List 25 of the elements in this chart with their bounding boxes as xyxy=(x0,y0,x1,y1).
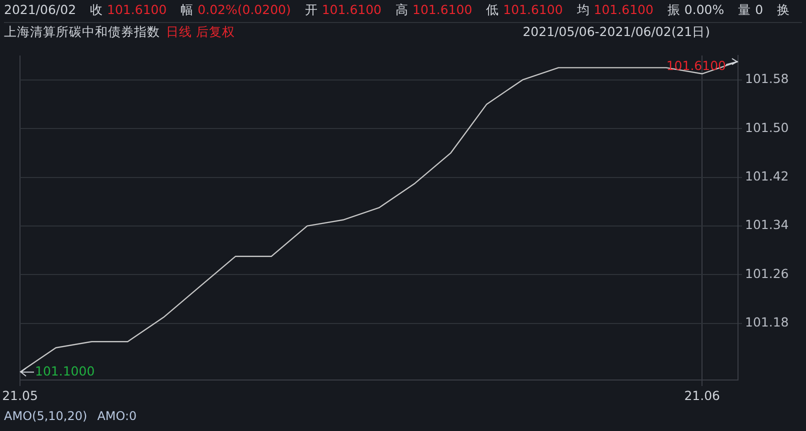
y-tick-label: 101.18 xyxy=(745,314,789,330)
text: 2021/05/06-2021/06/02(21日) xyxy=(522,24,710,41)
y-tick-label: 101.26 xyxy=(745,266,789,281)
text: 低 101.6100 xyxy=(486,2,563,17)
y-tick-label: 101.50 xyxy=(745,120,789,135)
text: 高 101.6100 xyxy=(396,2,472,17)
text: 均 101.6100 xyxy=(576,2,654,17)
annotation: 101.6100 xyxy=(666,58,726,73)
chart-subtitle: 日线 后复权 xyxy=(166,24,235,39)
text: AMO:0 xyxy=(97,409,137,423)
text: 开 101.6100 xyxy=(304,2,382,17)
text: 2021/06/02 xyxy=(4,2,76,17)
chart-title: 上海清算所碳中和债券指数 xyxy=(4,24,160,39)
text: 量 0 xyxy=(738,2,764,17)
y-tick-label: 101.42 xyxy=(745,168,789,184)
y-tick-label: 101.58 xyxy=(745,71,789,86)
text: 收 101.6100 xyxy=(90,2,167,17)
annotation: 101.1000 xyxy=(35,363,95,378)
x-tick-label: 21.05 xyxy=(2,388,38,403)
y-tick-label: 101.34 xyxy=(745,217,789,232)
text: AMO(5,10,20) xyxy=(4,409,88,423)
text: 换 xyxy=(777,2,790,17)
x-tick-label: 21.06 xyxy=(684,388,720,403)
text: 振 0.00% xyxy=(667,2,724,17)
text: 幅 0.02%(0.0200) xyxy=(180,2,291,17)
